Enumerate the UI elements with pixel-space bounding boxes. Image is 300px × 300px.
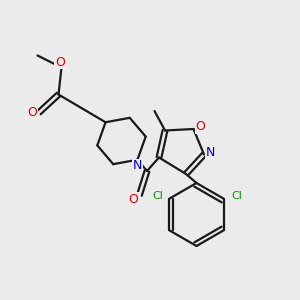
Text: O: O bbox=[195, 120, 205, 133]
Text: N: N bbox=[206, 146, 215, 159]
Text: O: O bbox=[55, 56, 65, 69]
Text: N: N bbox=[133, 159, 142, 172]
Text: O: O bbox=[28, 106, 37, 119]
Text: Cl: Cl bbox=[231, 191, 242, 201]
Text: O: O bbox=[129, 193, 138, 206]
Text: Cl: Cl bbox=[152, 191, 163, 201]
